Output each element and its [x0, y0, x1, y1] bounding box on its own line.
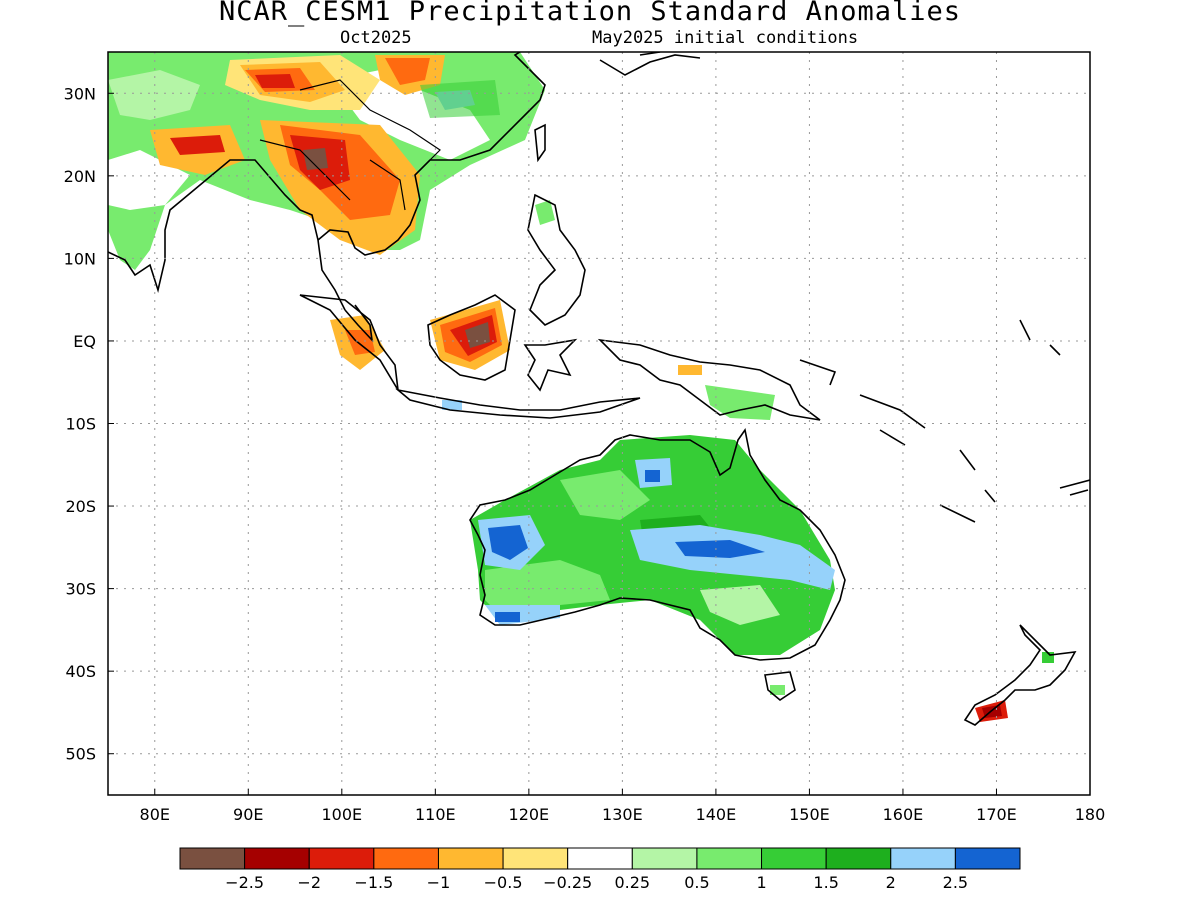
- colorbar-label: 2.5: [943, 873, 968, 892]
- y-tick-label: 40S: [65, 662, 96, 681]
- x-tick-label: 160E: [883, 805, 924, 824]
- australia-north-darkblue: [645, 470, 660, 482]
- coast-india-asia: [108, 159, 346, 311]
- map-title: NCAR_CESM1 Precipitation Standard Anomal…: [219, 0, 961, 27]
- australia-lightgreen-2: [560, 470, 650, 520]
- colorbar-label: −2: [297, 873, 321, 892]
- borneo-dark: [465, 322, 490, 348]
- x-tick-label: 90E: [233, 805, 263, 824]
- australia-darkblue-band: [675, 540, 765, 558]
- coast-taiwan: [534, 123, 546, 163]
- x-tick-label: 110E: [415, 805, 456, 824]
- india-red: [170, 135, 225, 155]
- colorbar-label: −0.5: [484, 873, 523, 892]
- y-tick-label: 30N: [64, 84, 96, 103]
- x-tick-label: 170E: [976, 805, 1017, 824]
- coast-png-islands: [799, 359, 926, 446]
- y-tick-label: 30S: [65, 580, 96, 599]
- colorbar-label: −1: [427, 873, 451, 892]
- y-tick-label: 20N: [64, 167, 96, 186]
- initial-conditions-label: May2025 initial conditions: [592, 28, 859, 48]
- colorbar-swatch: [244, 847, 310, 870]
- coast-philippines: [527, 193, 586, 326]
- x-tick-label: 100E: [321, 805, 362, 824]
- colorbar-label: −2.5: [225, 873, 264, 892]
- y-tick-label: 10S: [65, 415, 96, 434]
- y-tick-label: 10N: [64, 249, 96, 268]
- australia-lightgreen-3: [700, 585, 780, 625]
- philippines-green: [535, 200, 555, 225]
- x-tick-label: 80E: [140, 805, 170, 824]
- forecast-month: Oct2025: [340, 28, 412, 48]
- sw-australia-darkblue: [495, 612, 520, 622]
- coast-japan: [599, 52, 701, 76]
- wa-darkblue: [488, 525, 528, 560]
- colorbar-swatch: [631, 847, 698, 870]
- tasmania-green: [770, 685, 785, 695]
- y-tick-label: 50S: [65, 745, 96, 764]
- colorbar-label: −0.25: [543, 873, 592, 892]
- colorbar-label: 0.25: [614, 873, 650, 892]
- coast-sulawesi: [523, 338, 578, 392]
- coast-malay: [344, 304, 374, 343]
- australia-lightgreen-1: [485, 560, 610, 615]
- colorbar-swatch: [761, 847, 827, 870]
- colorbar-label: 1.5: [813, 873, 838, 892]
- colorbar-label: −1.5: [354, 873, 393, 892]
- east-china-red: [385, 58, 430, 85]
- colorbar-swatch: [308, 847, 375, 870]
- coast-china-border: [259, 79, 441, 211]
- x-tick-label: 120E: [509, 805, 550, 824]
- myanmar-dark: [303, 148, 328, 170]
- colorbar-swatch: [373, 847, 439, 870]
- colorbar-swatch: [437, 847, 504, 870]
- coast-new-zealand: [963, 624, 1077, 726]
- colorbar-label: 2: [886, 873, 896, 892]
- new-guinea-green: [705, 385, 775, 420]
- x-tick-label: 180: [1075, 805, 1106, 824]
- colorbar-swatch: [179, 847, 246, 870]
- asia-lightgreen: [108, 70, 200, 120]
- x-tick-label: 130E: [602, 805, 643, 824]
- y-tick-label: EQ: [73, 332, 96, 351]
- colorbar-label: 0.5: [684, 873, 709, 892]
- colorbar-swatch: [502, 847, 569, 870]
- axis-ticks: 80E 90E 100E 110E 120E 130E 140E 150E 160E 170E 18…: [64, 84, 1106, 824]
- coast-tasmania: [764, 671, 796, 701]
- anomaly-shading: [108, 52, 1054, 722]
- colorbar-swatch: [954, 847, 1021, 870]
- east-china-green: [420, 80, 500, 118]
- coast-borneo: [427, 294, 516, 381]
- china-red: [255, 74, 295, 88]
- colorbar: −2.5 −2 −1.5 −1 −0.5 −0.25 0.25 0.5 1 1.5 2 2.5: [179, 847, 1021, 892]
- coast-java: [395, 388, 641, 419]
- java-blue: [442, 400, 462, 410]
- y-tick-label: 20S: [65, 497, 96, 516]
- colorbar-label: 1: [756, 873, 766, 892]
- new-guinea-orange: [678, 365, 702, 375]
- colorbar-swatch: [567, 847, 633, 870]
- x-tick-label: 140E: [696, 805, 737, 824]
- colorbar-swatch: [890, 847, 956, 870]
- coast-new-guinea: [597, 338, 821, 421]
- colorbar-swatch: [825, 847, 892, 870]
- coast-pacific-islands: [939, 319, 1090, 523]
- x-tick-label: 150E: [789, 805, 830, 824]
- coast-sumatra: [299, 294, 399, 391]
- colorbar-swatch: [696, 847, 763, 870]
